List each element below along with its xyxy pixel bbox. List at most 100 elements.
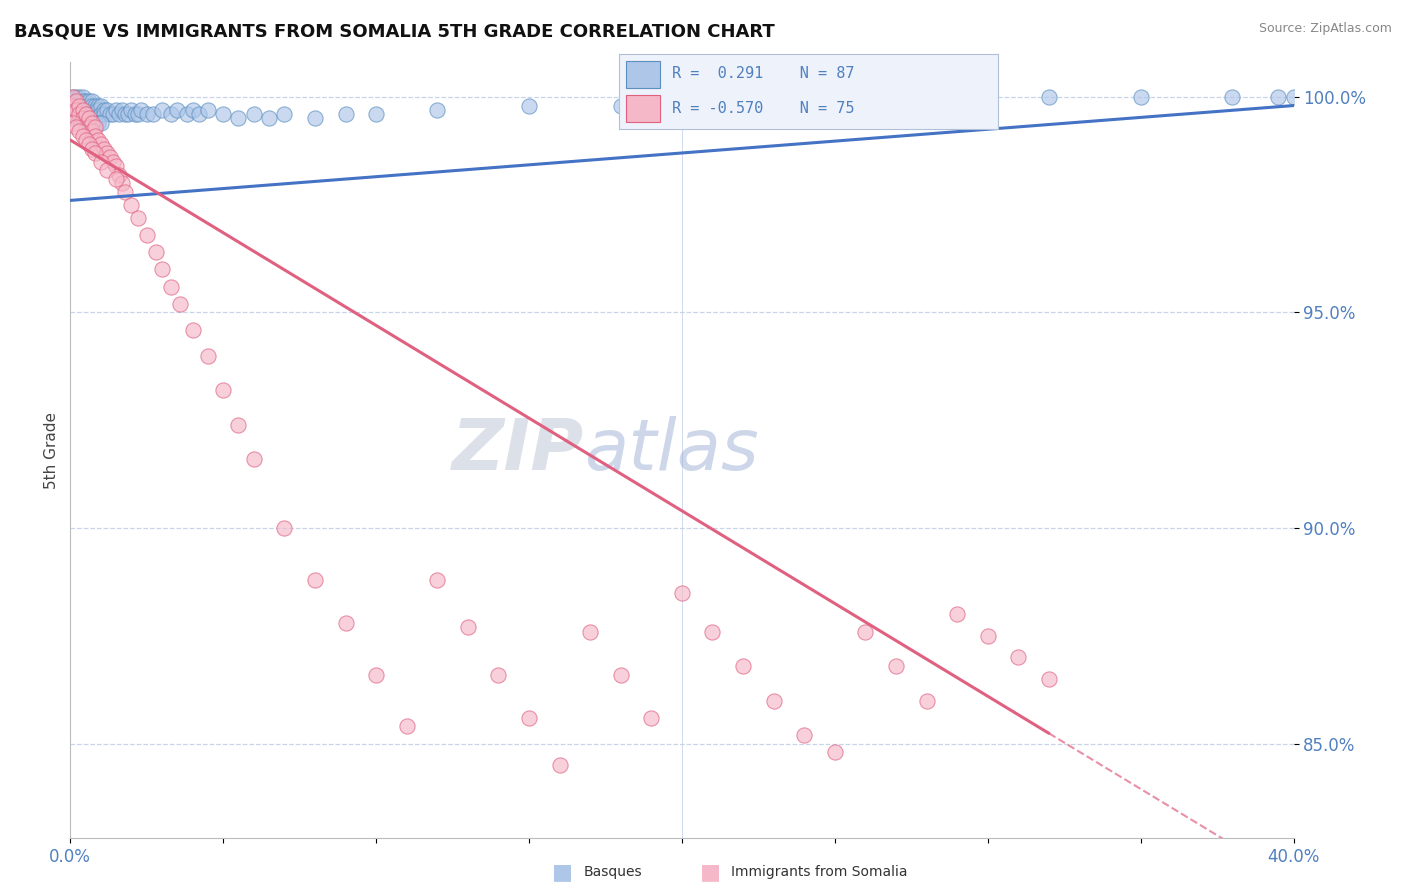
Point [75,112,97,126]
Point [96,145,118,160]
Text: atlas: atlas [583,416,759,485]
Point [90,154,112,169]
Point [77,103,100,117]
Point [65,94,87,108]
Point [610,667,633,681]
Point [62,98,84,112]
Point [1007,650,1029,665]
Point [640,711,662,725]
Point [77,98,100,112]
Point [457,620,479,634]
Text: ■: ■ [553,863,572,882]
Point [702,624,724,639]
Point [65,90,87,104]
Point [915,693,938,707]
Point [65,98,87,112]
Point [69,107,91,121]
Point [80,116,103,130]
Point [160,279,183,293]
Point [127,107,149,121]
Point [69,112,91,126]
Point [150,262,173,277]
Point [80,124,103,138]
Text: ZIP: ZIP [451,416,583,485]
Point [855,624,877,639]
Point [72,112,94,126]
Bar [626,62,661,87]
Point [90,98,112,112]
Point [98,150,121,164]
Point [62,90,84,104]
Point [105,171,128,186]
Point [488,667,510,681]
Point [62,90,84,104]
Point [83,98,105,112]
Point [181,103,204,117]
Point [90,107,112,121]
Point [762,693,785,707]
Point [1038,672,1060,686]
Point [976,629,998,643]
Point [83,120,105,134]
Point [69,107,91,121]
Point [72,128,94,143]
Point [335,615,357,630]
Point [187,107,209,121]
Point [121,197,143,211]
Point [98,107,121,121]
Point [93,103,115,117]
Point [83,103,105,117]
Point [145,245,167,260]
Point [72,94,94,108]
Point [610,98,633,112]
Point [181,323,204,337]
Point [62,112,84,126]
Point [111,103,134,117]
Point [87,133,110,147]
Point [75,103,97,117]
Point [83,145,105,160]
Point [1038,90,1060,104]
Point [915,94,938,108]
Point [579,624,602,639]
Point [366,667,388,681]
Point [77,94,100,108]
Point [135,227,157,242]
Point [166,103,188,117]
Text: Immigrants from Somalia: Immigrants from Somalia [731,865,908,880]
Point [87,103,110,117]
Point [62,98,84,112]
Point [90,116,112,130]
Point [77,112,100,126]
Point [62,107,84,121]
Point [304,112,326,126]
Point [108,168,131,182]
Point [69,103,91,117]
Point [77,116,100,130]
Point [72,107,94,121]
Point [75,107,97,121]
Point [197,103,219,117]
Point [80,98,103,112]
Point [93,107,115,121]
Point [257,112,280,126]
Point [212,107,235,121]
Point [69,98,91,112]
Point [946,607,969,622]
Point [111,176,134,190]
Point [62,116,84,130]
Point [228,112,250,126]
Point [176,107,198,121]
Point [65,103,87,117]
Point [105,103,128,117]
Point [90,137,112,152]
Point [77,137,100,152]
Point [117,107,139,121]
Point [75,133,97,147]
Point [101,154,124,169]
Point [426,573,449,587]
Point [108,107,131,121]
Point [72,112,94,126]
Point [72,98,94,112]
Text: R = -0.570    N = 75: R = -0.570 N = 75 [672,101,855,116]
